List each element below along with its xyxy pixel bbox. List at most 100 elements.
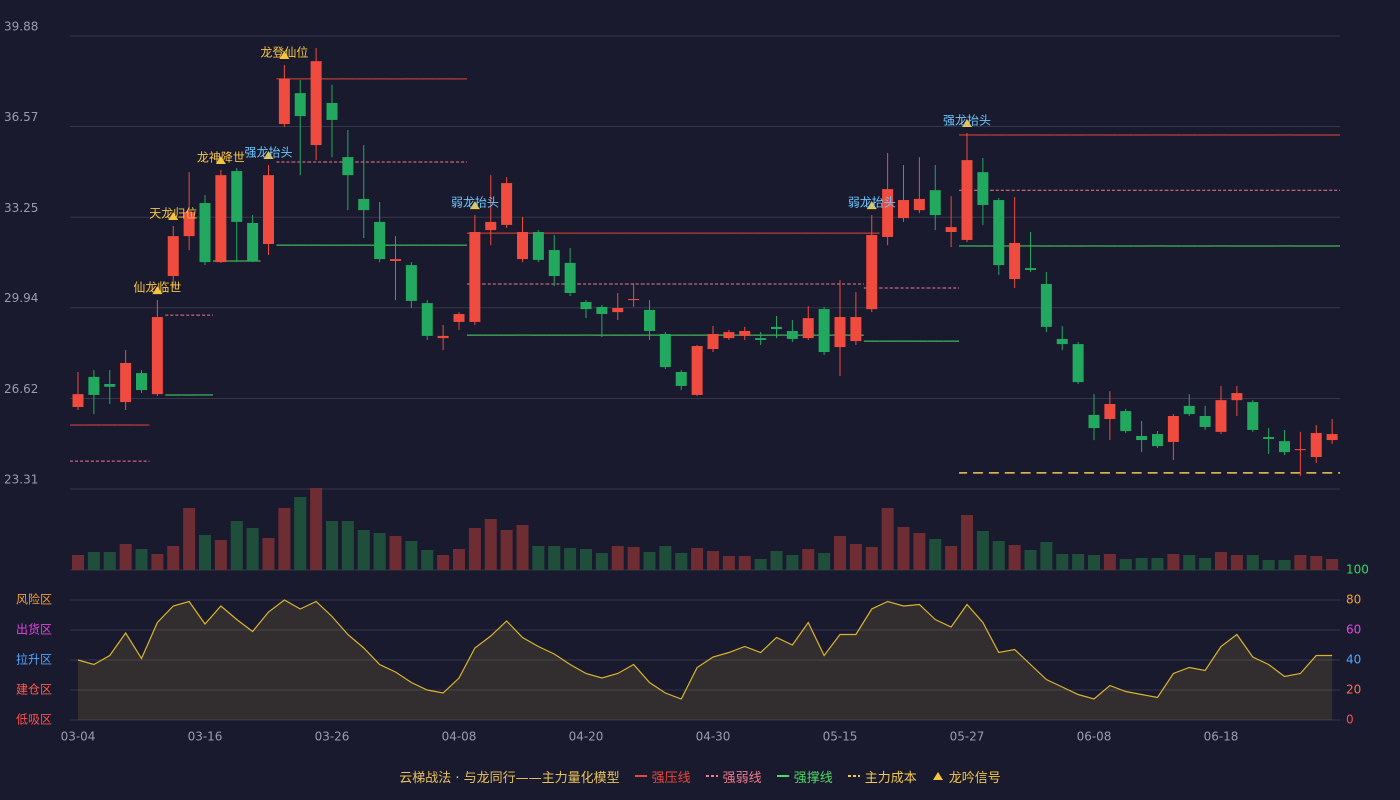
candle-body (850, 317, 862, 342)
osc-tick-label: 100 (1346, 563, 1369, 577)
candle-body (993, 200, 1005, 266)
volume-bar (119, 544, 132, 570)
volume-bar (707, 551, 719, 570)
volume-bar (929, 539, 942, 570)
zone-label: 风险区 (16, 592, 52, 607)
candle-body (1136, 435, 1148, 441)
volume-bar (1310, 556, 1323, 570)
candle-body (786, 330, 798, 339)
legend-swatch (847, 775, 860, 777)
y-tick-label: 33.25 (4, 201, 38, 215)
volume-bar (230, 521, 243, 570)
volume-bar (1008, 545, 1021, 570)
candle-body (278, 78, 290, 125)
candle-body (1215, 400, 1227, 432)
candle-body (120, 362, 132, 403)
candle-body (1152, 434, 1163, 447)
volume-bar (786, 555, 799, 570)
candle-body (405, 265, 417, 301)
legend-swatch (932, 772, 943, 780)
volume-bar (643, 552, 656, 570)
volume-bar (500, 530, 513, 570)
zone-label: 建仓区 (16, 683, 52, 697)
volume-bar (453, 549, 465, 570)
legend-swatch (705, 775, 718, 777)
volume-bar (1151, 558, 1164, 570)
volume-bar (437, 555, 450, 570)
candle-body (929, 190, 941, 216)
candle-body (1310, 432, 1322, 458)
volume-bar (516, 525, 529, 570)
x-tick-label: 06-08 (1077, 730, 1112, 744)
candle-body (898, 200, 909, 219)
volume-bar (199, 535, 211, 570)
volume-bar (1040, 542, 1053, 570)
candle-body (675, 371, 687, 386)
candle-body (501, 183, 513, 225)
legend-label: 强弱线 (722, 770, 762, 786)
y-tick-label: 26.62 (4, 382, 38, 396)
candle-body (628, 298, 640, 301)
x-tick-label: 03-26 (315, 730, 350, 744)
volume-bar (262, 538, 275, 570)
candle-body (1294, 449, 1306, 451)
volume-bar (1230, 555, 1243, 570)
volume-bar (580, 549, 592, 570)
x-tick-label: 03-04 (61, 730, 96, 744)
volume-bar (627, 547, 640, 570)
candle-body (167, 236, 179, 277)
candle-body (1199, 416, 1211, 427)
volume-bar (405, 541, 418, 570)
volume-bar (1199, 558, 1212, 570)
candle-body (1326, 434, 1338, 441)
legend-item: 强压线 (634, 767, 691, 786)
signal-label: 弱龙抬头 (451, 196, 499, 210)
signal-marker (866, 201, 877, 210)
candle-body (612, 308, 624, 313)
candle-body (263, 175, 274, 245)
osc-area (78, 600, 1333, 720)
volume-bar (532, 546, 545, 570)
volume-bar (373, 533, 386, 570)
candle-body (1120, 411, 1132, 432)
legend-title: 云梯战法 · 与龙同行——主力量化模型 (399, 770, 620, 786)
candle-body (1263, 437, 1275, 439)
candle-body (707, 333, 719, 350)
signal-marker (152, 286, 163, 295)
zone-label: 出货区 (16, 622, 52, 637)
volume-bar (1056, 554, 1069, 570)
volume-bar (484, 519, 497, 570)
candle-body (342, 157, 354, 176)
candle-body (1279, 441, 1290, 453)
candle-body (1247, 402, 1259, 430)
y-tick-label: 29.94 (4, 291, 38, 305)
candle-body (866, 235, 878, 310)
volume-bar (357, 530, 370, 570)
candle-body (390, 259, 401, 261)
legend-item: 强撑线 (776, 767, 833, 786)
candle-body (1040, 283, 1052, 327)
candle-body (517, 232, 528, 260)
volume-bar (1024, 550, 1037, 570)
candle-body (1072, 344, 1084, 383)
volume-bar (754, 559, 767, 570)
volume-bar (1262, 560, 1275, 570)
signal-label: 强龙抬头 (943, 114, 991, 128)
candle-body (294, 93, 306, 117)
volume-bar (103, 552, 116, 570)
volume-bar (818, 553, 831, 570)
candle-body (437, 335, 449, 339)
volume-bar (548, 546, 561, 570)
osc-tick-label: 20 (1346, 683, 1361, 697)
legend-swatch (634, 775, 647, 777)
volume-bar (834, 536, 846, 570)
volume-bar (468, 528, 481, 570)
candle-body (548, 250, 560, 277)
candle-body (723, 332, 735, 339)
candle-body (945, 227, 957, 233)
candle-body (88, 376, 100, 395)
candle-body (691, 346, 703, 395)
volume-bar (341, 521, 354, 570)
candle-body (358, 198, 370, 211)
volume-bar (1215, 552, 1227, 570)
